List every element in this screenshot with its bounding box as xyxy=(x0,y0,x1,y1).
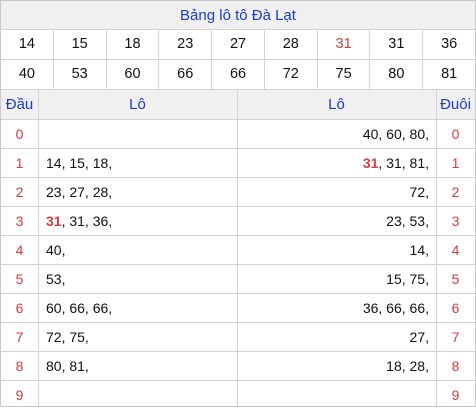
row-duoi: 4 xyxy=(451,242,460,258)
lo-left-values: 53, xyxy=(46,271,66,287)
row-duoi: 7 xyxy=(451,329,460,345)
row-lo-left: 23, 27, 28, xyxy=(46,178,234,206)
prize-number: 80 xyxy=(370,60,424,89)
row-lo-right: 23, 53, xyxy=(241,207,429,235)
row-lo-right: 15, 75, xyxy=(241,265,429,293)
row-lo-right: 72, xyxy=(241,178,429,206)
row-lo-left: 53, xyxy=(46,265,234,293)
row-duoi: 2 xyxy=(451,184,460,200)
lo-left-values: 80, 81, xyxy=(46,358,89,374)
row-duoi: 8 xyxy=(451,358,460,374)
prize-number: 53 xyxy=(54,60,107,89)
row-duoi: 1 xyxy=(451,155,460,171)
row-dau: 9 xyxy=(15,387,24,403)
row-lo-right: 18, 28, xyxy=(241,352,429,380)
prize-number: 36 xyxy=(441,36,458,52)
prize-number: 27 xyxy=(212,30,265,59)
table-row: 5 53, 15, 75, 5 xyxy=(1,265,475,294)
table-row: 0 40, 60, 80, 0 xyxy=(1,120,475,149)
row-dau: 3 xyxy=(15,213,24,229)
row-duoi: 5 xyxy=(451,271,460,287)
column-divider xyxy=(237,90,238,406)
prize-number: 66 xyxy=(212,60,265,89)
prize-number: 60 xyxy=(107,60,160,89)
lo-right-values: 27, xyxy=(409,329,429,345)
prize-numbers-row-2: 40 53 60 66 66 72 75 80 81 xyxy=(1,60,475,90)
prize-number-highlighted: 31 xyxy=(318,30,371,59)
header-dau: Đầu xyxy=(5,96,34,113)
row-lo-left: 31, 31, 36, xyxy=(46,207,234,235)
row-lo-left: 72, 75, xyxy=(46,323,234,351)
row-lo-left: 60, 66, 66, xyxy=(46,294,234,322)
prize-number: 23 xyxy=(159,30,213,59)
prize-number: 18 xyxy=(107,30,160,59)
table-row: 1 14, 15, 18, 31, 31, 81, 1 xyxy=(1,149,475,178)
prize-number: 81 xyxy=(441,66,458,82)
row-dau: 6 xyxy=(15,300,24,316)
prize-number: 31 xyxy=(370,30,424,59)
hot-number: 31 xyxy=(362,155,379,171)
row-lo-right: 36, 66, 66, xyxy=(241,294,429,322)
lo-left-values: 60, 66, 66, xyxy=(46,300,113,316)
lo-right-values: 36, 66, 66, xyxy=(362,300,429,316)
row-duoi: 6 xyxy=(451,300,460,316)
column-divider xyxy=(38,90,39,406)
table-title: Bảng lô tô Đà Lạt xyxy=(1,1,475,30)
row-lo-left: 14, 15, 18, xyxy=(46,149,234,177)
prize-number: 75 xyxy=(318,60,371,89)
row-dau: 8 xyxy=(15,358,24,374)
prize-number: 14 xyxy=(1,30,54,59)
lo-left-values: , 31, 36, xyxy=(61,213,113,229)
prize-number: 66 xyxy=(159,60,213,89)
header-lo-right: Lô xyxy=(328,96,345,113)
row-dau: 4 xyxy=(15,242,24,258)
row-lo-right: 14, xyxy=(241,236,429,264)
column-header-row: Đầu Lô Lô Đuôi xyxy=(1,90,475,120)
lo-right-values: 23, 53, xyxy=(386,213,429,229)
table-row: 2 23, 27, 28, 72, 2 xyxy=(1,178,475,207)
lo-right-values: 15, 75, xyxy=(386,271,429,287)
lo-right-values: 14, xyxy=(409,242,429,258)
table-row: 8 80, 81, 18, 28, 8 xyxy=(1,352,475,381)
header-lo-left: Lô xyxy=(129,96,146,113)
row-lo-left: 40, xyxy=(46,236,234,264)
prize-number: 15 xyxy=(54,30,107,59)
table-row: 4 40, 14, 4 xyxy=(1,236,475,265)
row-lo-right: 31, 31, 81, xyxy=(241,149,429,177)
prize-number: 72 xyxy=(265,60,318,89)
prize-number: 40 xyxy=(1,60,54,89)
lo-left-values: 23, 27, 28, xyxy=(46,184,113,200)
lo-left-values: 72, 75, xyxy=(46,329,89,345)
row-dau: 5 xyxy=(15,271,24,287)
table-row: 6 60, 66, 66, 36, 66, 66, 6 xyxy=(1,294,475,323)
lo-right-values: , 31, 81, xyxy=(378,155,429,171)
hot-number: 31 xyxy=(46,213,62,229)
row-lo-left: 80, 81, xyxy=(46,352,234,380)
row-lo-right: 40, 60, 80, xyxy=(241,120,429,148)
row-lo-right: 27, xyxy=(241,323,429,351)
table-row: 7 72, 75, 27, 7 xyxy=(1,323,475,352)
row-dau: 2 xyxy=(15,184,24,200)
lo-left-values: 14, 15, 18, xyxy=(46,155,113,171)
lo-right-values: 72, xyxy=(409,184,429,200)
lo-left-values: 40, xyxy=(46,242,66,258)
row-duoi: 3 xyxy=(451,213,460,229)
row-dau: 1 xyxy=(15,155,24,171)
column-divider xyxy=(436,90,437,406)
header-duoi: Đuôi xyxy=(440,96,471,113)
prize-numbers-row-1: 14 15 18 23 27 28 31 31 36 xyxy=(1,30,475,60)
row-duoi: 9 xyxy=(451,387,460,403)
lo-right-values: 40, 60, 80, xyxy=(362,126,429,142)
row-dau: 0 xyxy=(15,126,24,142)
row-duoi: 0 xyxy=(451,126,460,142)
row-dau: 7 xyxy=(15,329,24,345)
lo-right-values: 18, 28, xyxy=(386,358,429,374)
table-row: 3 31, 31, 36, 23, 53, 3 xyxy=(1,207,475,236)
prize-number: 28 xyxy=(265,30,318,59)
